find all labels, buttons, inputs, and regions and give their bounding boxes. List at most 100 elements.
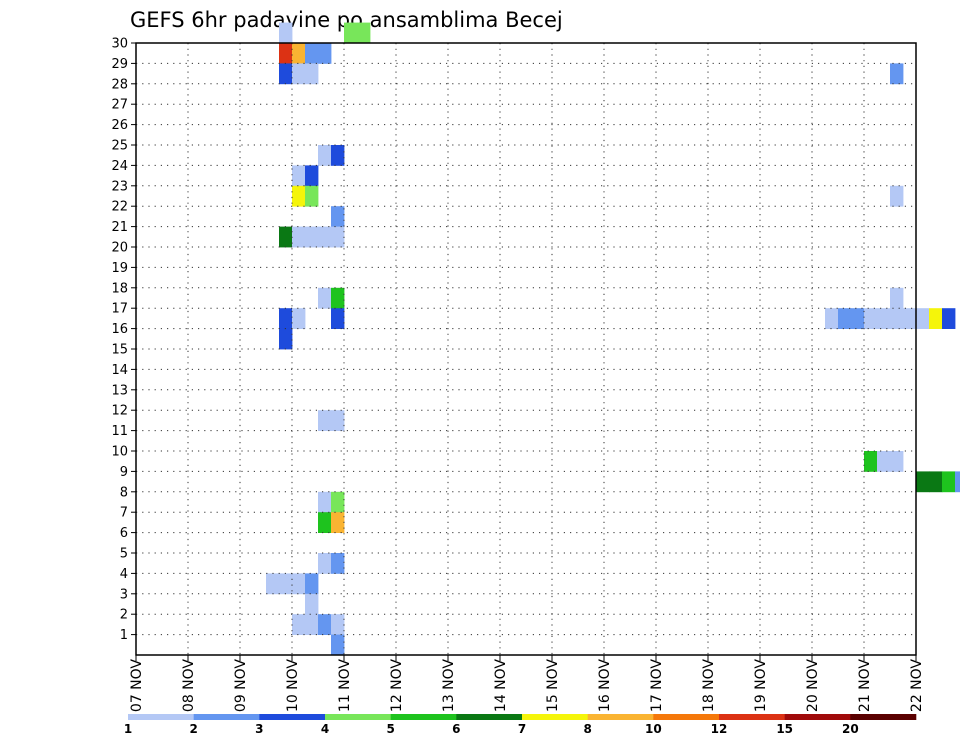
colorbar-swatch <box>128 714 194 720</box>
plot-frame <box>135 42 917 656</box>
x-tick-label: 17 NOV <box>649 659 665 713</box>
heatmap-cell <box>318 410 332 431</box>
heatmap-cell <box>942 471 956 493</box>
heatmap-cell <box>318 145 332 166</box>
y-tick-label: 8 <box>120 485 128 500</box>
heatmap-cell <box>292 63 306 85</box>
heatmap-cell <box>305 573 319 595</box>
colorbar-swatch <box>390 714 457 720</box>
heatmap-cell <box>292 43 306 64</box>
y-tick-label: 4 <box>120 567 128 582</box>
heatmap-cell <box>825 308 839 329</box>
y-tick-label: 27 <box>111 98 128 113</box>
x-tick-label: 12 NOV <box>389 659 405 713</box>
x-tick-label: 14 NOV <box>493 659 509 713</box>
heatmap-cell <box>344 22 358 44</box>
heatmap-cell <box>929 308 943 329</box>
x-axis: 07 NOV 08 NOV 09 NOV 10 NOV 11 NOV 12 NOV 13 N… <box>129 655 925 712</box>
heatmap-cell <box>864 308 878 329</box>
y-tick-label: 17 <box>111 302 128 317</box>
heatmap-cell <box>903 308 917 329</box>
y-axis: 1234567891011121314151617181920212223242… <box>111 37 136 643</box>
heatmap-cell <box>955 471 960 493</box>
y-tick-label: 14 <box>111 363 128 378</box>
colorbar-label: 20 <box>842 722 859 736</box>
y-tick-label: 19 <box>111 261 128 276</box>
x-tick-label: 08 NOV <box>181 659 197 713</box>
y-tick-label: 26 <box>111 118 128 133</box>
heatmap-cell <box>877 308 891 329</box>
y-tick-label: 28 <box>111 77 128 92</box>
heatmap-cell <box>292 165 306 187</box>
colorbar-label: 3 <box>255 722 263 736</box>
heatmap-cell <box>279 43 293 64</box>
heatmap-cell <box>318 553 332 574</box>
colorbar: 1 2 3 4 5 6 7 8 10 12 15 20 <box>124 714 917 736</box>
colorbar-label: 2 <box>189 722 197 736</box>
y-tick-label: 10 <box>111 445 128 460</box>
heatmap-cell <box>942 308 956 329</box>
y-tick-label: 16 <box>111 322 128 337</box>
x-tick-label: 09 NOV <box>233 659 249 713</box>
heatmap-cell <box>318 491 332 513</box>
colorbar-label: 7 <box>518 722 526 736</box>
heatmap-cell <box>279 308 293 329</box>
x-tick-label: 21 NOV <box>857 659 873 713</box>
x-tick-label: 07 NOV <box>129 659 145 713</box>
heatmap-cell <box>890 451 904 472</box>
heatmap-cell <box>305 185 319 207</box>
y-tick-label: 5 <box>120 547 128 562</box>
heatmap-cell <box>331 553 345 574</box>
colorbar-swatch <box>456 714 523 720</box>
y-tick-label: 12 <box>111 404 128 419</box>
colorbar-swatch <box>193 714 260 720</box>
y-tick-label: 22 <box>111 200 128 215</box>
heatmap-cell <box>318 614 332 635</box>
grid-lines <box>136 42 916 655</box>
y-tick-label: 15 <box>111 343 128 358</box>
x-tick-label: 22 NOV <box>909 659 925 713</box>
y-tick-label: 20 <box>111 241 128 256</box>
heatmap-cell <box>864 451 878 472</box>
y-tick-label: 9 <box>120 465 128 480</box>
x-tick-label: 13 NOV <box>441 659 457 713</box>
colorbar-swatch <box>325 714 391 720</box>
heatmap-cell <box>305 226 319 248</box>
heatmap-cell <box>890 63 904 85</box>
colorbar-label: 10 <box>645 722 662 736</box>
heatmap-cell <box>266 573 280 595</box>
heatmap-cell <box>890 308 904 329</box>
heatmap-cell <box>331 491 345 513</box>
heatmap-cell <box>357 22 371 44</box>
heatmap-cell <box>929 471 943 493</box>
y-tick-label: 18 <box>111 281 128 296</box>
heatmap-cell <box>318 287 332 309</box>
heatmap-cell <box>838 308 852 329</box>
heatmap-cell <box>279 22 293 44</box>
heatmap-cell <box>279 573 293 595</box>
heatmap-cell <box>916 308 930 329</box>
heatmap-cell <box>331 634 345 656</box>
colorbar-swatch <box>653 714 720 720</box>
heatmap-cells <box>266 22 960 656</box>
heatmap-cell <box>331 287 345 309</box>
heatmap-cell <box>318 226 332 248</box>
heatmap-cell <box>331 512 345 533</box>
x-tick-label: 18 NOV <box>701 659 717 713</box>
heatmap-cell <box>279 226 293 248</box>
heatmap-cell <box>292 308 306 329</box>
colorbar-label: 12 <box>711 722 728 736</box>
y-tick-label: 3 <box>120 587 128 602</box>
x-tick-label: 20 NOV <box>805 659 821 713</box>
heatmap-cell <box>318 43 332 64</box>
colorbar-label: 4 <box>321 722 329 736</box>
heatmap-cell <box>292 226 306 248</box>
x-tick-label: 10 NOV <box>285 659 301 713</box>
colorbar-label: 15 <box>776 722 793 736</box>
heatmap-cell <box>916 471 930 493</box>
colorbar-swatch <box>850 714 917 720</box>
heatmap-cell <box>305 593 319 615</box>
heatmap-cell <box>851 308 865 329</box>
y-tick-label: 25 <box>111 139 128 154</box>
